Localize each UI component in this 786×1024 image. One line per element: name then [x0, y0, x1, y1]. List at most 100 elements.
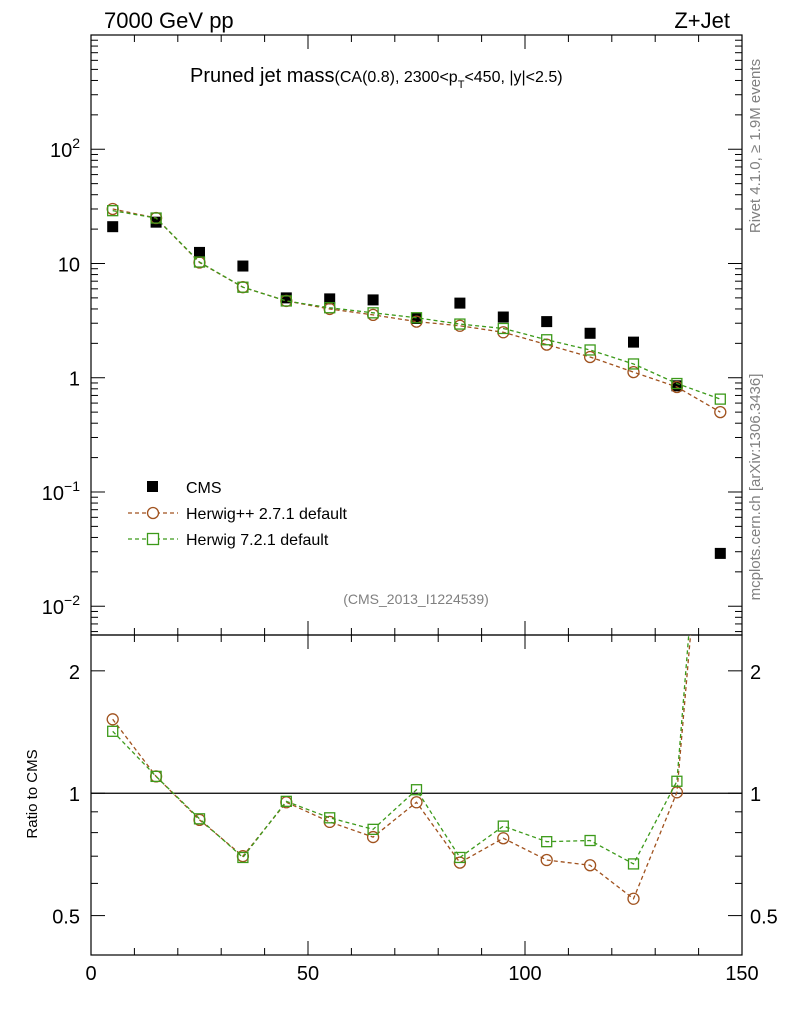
data-point-2-14: [714, 393, 726, 405]
data-point-0-1: [150, 216, 162, 228]
data-point-2-9: [497, 322, 509, 335]
data-point-2-7: [410, 312, 423, 324]
ratio-y-tick-label-right: 2: [750, 662, 761, 684]
data-point-0-14: [714, 547, 726, 559]
ratio-point-1-10: [541, 836, 553, 848]
ratio-point-0-7: [410, 796, 423, 809]
data-point-0-5: [324, 293, 336, 305]
ratio-series-group: [91, 634, 742, 905]
data-point-0-2: [194, 246, 205, 258]
data-point-0-8: [454, 297, 466, 309]
ratio-point-0-9: [497, 832, 510, 845]
x-tick-label: 0: [85, 963, 96, 985]
legend-herwigpp-label: Herwig++ 2.7.1 default: [186, 506, 348, 523]
data-point-2-2: [193, 256, 206, 268]
data-point-1-12: [627, 365, 640, 379]
y-tick-label: 10: [58, 254, 80, 276]
y-tick-label: 1: [69, 369, 80, 391]
mcplots-label: mcplots.cern.ch [arXiv:1306.3436]: [747, 374, 764, 601]
x-tick-label: 50: [297, 963, 319, 985]
series-line-2: [112, 210, 721, 400]
data-point-2-12: [627, 358, 640, 370]
data-point-2-10: [541, 334, 553, 346]
main-series-group: [106, 202, 727, 559]
analysis-watermark: (CMS_2013_I1224539): [343, 591, 489, 607]
data-point-2-13: [671, 377, 683, 390]
ratio-plot-panel: 0 50 100 150 0.5 0.5 1 1 2 2 Ratio to CMS: [24, 634, 778, 985]
main-plot-ticks: 10−2 10−1 1 10 102: [42, 34, 743, 635]
data-point-0-3: [237, 260, 249, 272]
ratio-point-1-4: [280, 795, 292, 807]
data-point-2-1: [150, 212, 162, 224]
legend-cms-marker: [147, 481, 158, 492]
data-point-1-11: [583, 350, 597, 364]
data-point-2-0: [107, 205, 119, 217]
data-point-1-14: [714, 405, 727, 419]
ratio-point-1-12: [627, 858, 640, 870]
rivet-label: Rivet 4.1.0, ≥ 1.9M events: [747, 59, 764, 233]
data-point-0-7: [411, 313, 422, 325]
ratio-point-1-3: [237, 851, 249, 864]
ratio-point-1-9: [497, 820, 509, 832]
y-tick-label: 10−1: [42, 478, 80, 505]
plot-title-cuts: (CA(0.8), 2300<p: [335, 69, 458, 86]
plot-title-cuts-end: <450, |y|<2.5): [464, 69, 562, 86]
data-point-0-12: [628, 336, 639, 348]
ratio-plot-frame: [90, 634, 743, 956]
ratio-point-0-6: [366, 830, 380, 844]
data-point-2-8: [454, 318, 466, 330]
ratio-point-1-2: [193, 813, 206, 825]
legend-herwig7-label: Herwig 7.2.1 default: [186, 532, 329, 549]
ratio-point-0-12: [627, 892, 640, 905]
data-point-0-13: [671, 380, 683, 392]
plot-title-main: Pruned jet mass: [190, 65, 335, 87]
data-point-2-3: [237, 281, 249, 293]
series-line-1: [112, 208, 721, 413]
ratio-line-0: [112, 634, 692, 900]
plot-title: Pruned jet mass(CA(0.8), 2300<pT<450, |y…: [190, 65, 563, 91]
ratio-point-1-11: [584, 834, 596, 847]
ratio-point-1-1: [150, 770, 162, 783]
main-plot-panel: 10−2 10−1 1 10 102 Pruned jet mass(CA(0.8), …: [42, 34, 743, 636]
ratio-y-tick-label-right: 1: [750, 784, 761, 806]
ratio-y-tick-label: 0.5: [52, 907, 80, 929]
header-process-label: Z+Jet: [674, 8, 730, 33]
ratio-plot-ticks: 0 50 100 150 0.5 0.5 1 1 2 2: [52, 635, 778, 985]
ratio-line-1: [112, 634, 690, 865]
legend-herwig7-marker: [146, 532, 160, 546]
y-tick-label: 10−2: [42, 592, 80, 619]
ratio-y-tick-label-right: 0.5: [750, 907, 778, 929]
ratio-point-1-13: [671, 775, 683, 787]
data-point-0-11: [584, 327, 596, 339]
x-tick-label: 150: [725, 963, 758, 985]
data-point-0-4: [280, 292, 292, 304]
x-tick-label: 100: [508, 963, 541, 985]
data-point-2-4: [280, 295, 292, 307]
plot-title-subscript: T: [458, 79, 465, 91]
ratio-point-0-5: [323, 815, 336, 829]
data-point-2-11: [584, 344, 596, 356]
data-point-2-6: [367, 307, 379, 319]
ratio-point-1-5: [324, 812, 336, 824]
legend: CMS Herwig++ 2.7.1 default Herwig 7.2.1 …: [128, 480, 348, 549]
ratio-y-tick-label: 1: [69, 784, 80, 806]
ratio-point-0-11: [583, 859, 597, 872]
legend-cms-label: CMS: [186, 480, 222, 497]
data-point-0-10: [541, 316, 553, 328]
ratio-point-1-0: [107, 725, 119, 737]
header-energy-label: 7000 GeV pp: [104, 8, 234, 33]
data-point-2-5: [324, 302, 336, 314]
ratio-ylabel: Ratio to CMS: [24, 749, 41, 838]
ratio-y-tick-label: 2: [69, 662, 80, 684]
data-point-0-6: [367, 294, 379, 306]
ratio-point-1-7: [410, 784, 423, 796]
legend-herwigpp-marker: [146, 506, 160, 520]
ratio-point-1-6: [367, 823, 379, 835]
data-point-0-0: [107, 221, 119, 233]
ratio-point-1-8: [454, 851, 466, 864]
y-tick-label: 102: [50, 135, 80, 162]
data-point-0-9: [497, 311, 509, 323]
ratio-point-0-10: [540, 853, 553, 867]
ratio-point-0-0: [106, 713, 119, 726]
